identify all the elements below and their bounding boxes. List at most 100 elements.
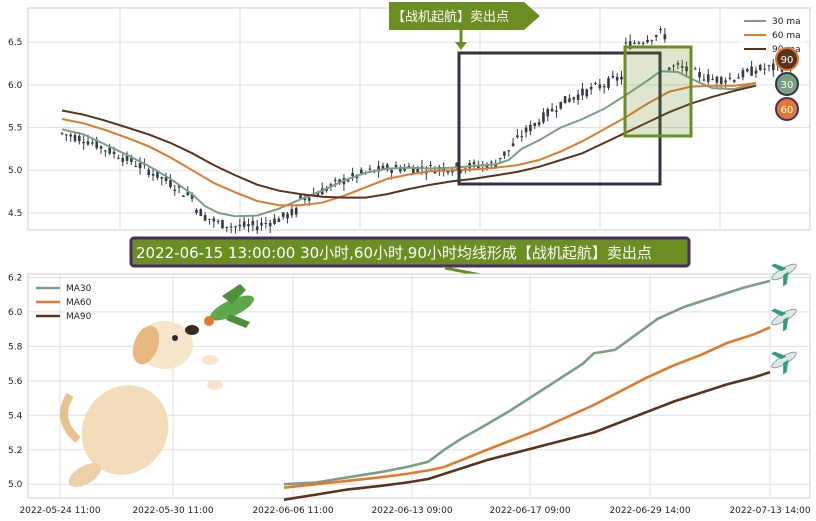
candle-body [381, 165, 385, 170]
candle-body [724, 80, 727, 83]
candle-body [542, 112, 545, 123]
candle-body [728, 77, 732, 79]
candle-body [117, 157, 120, 159]
candle-body [299, 195, 302, 199]
candle-body [86, 141, 90, 145]
candle-body [73, 134, 77, 141]
ma-legend-label-90: MA90 [66, 312, 92, 322]
candle-body [281, 212, 285, 217]
candle-body [533, 123, 537, 126]
candle-body [507, 150, 511, 152]
candle-body [286, 213, 289, 219]
candle-body [169, 180, 172, 187]
candle-body [659, 29, 662, 31]
candle-body [104, 150, 107, 152]
legend-label-60: 60 ma [772, 31, 801, 41]
ma-x-tick-label: 2022-06-17 09:00 [489, 506, 570, 516]
ma-y-tick-label: 5.4 [8, 411, 23, 421]
ma-line-MA60 [283, 326, 771, 489]
ma-badges: 90 30 60 [775, 47, 799, 121]
candle-body [758, 64, 762, 70]
candle-body [186, 191, 190, 195]
candle-body [394, 164, 398, 168]
candle-body [485, 164, 489, 169]
candle-body [377, 165, 380, 172]
candle-body [550, 108, 554, 112]
banner-text: 2022-06-15 13:00:00 30小时,60小时,90小时均线形成【战… [136, 244, 652, 262]
candle-body [624, 42, 628, 44]
candle-body [772, 63, 775, 71]
candle-body [416, 166, 419, 173]
candle-body [637, 42, 641, 44]
candle-body [555, 110, 558, 112]
candle-body [125, 154, 129, 161]
candle-body [745, 69, 749, 72]
candle-body [91, 142, 94, 144]
sell-tag-arrow-head [455, 42, 467, 50]
candle-body [568, 98, 571, 102]
candle-body [277, 218, 281, 222]
candle-body [195, 209, 198, 213]
ma-x-ticks: 2022-05-24 11:00 2022-05-30 11:00 2022-06-… [19, 506, 810, 516]
candle-body [698, 72, 701, 78]
ma-legend: MA30 MA60 MA90 [36, 284, 92, 322]
ma-legend-label-30: MA30 [66, 284, 92, 294]
candle-body [446, 170, 450, 173]
signal-banner: 2022-06-15 13:00:00 30小时,60小时,90小时均线形成【战… [129, 236, 691, 286]
candle-body [82, 141, 85, 144]
candle-body [529, 124, 532, 132]
airplane-icon [771, 263, 797, 287]
candle-body [307, 197, 311, 201]
candle-body [715, 76, 719, 83]
ma-line-30-ma [61, 70, 757, 218]
candle-body [69, 134, 72, 137]
candle-body [693, 68, 697, 70]
candle-body [190, 194, 194, 199]
candle-body [633, 42, 636, 44]
ma-lines [283, 279, 771, 501]
candle-body [60, 132, 64, 134]
candle-body [442, 167, 445, 172]
ma-x-tick-label: 2022-05-24 11:00 [19, 506, 100, 516]
candle-body [78, 135, 81, 142]
ma-x-tick-label: 2022-05-30 11:00 [132, 506, 213, 516]
candle-body [654, 35, 658, 37]
candle-body [607, 78, 610, 88]
candle-body [732, 80, 736, 82]
candle-body [763, 68, 766, 70]
candle-body [134, 165, 138, 167]
candle-body [685, 66, 688, 72]
legend-label-30: 30 ma [772, 17, 801, 27]
candle-body [225, 226, 229, 229]
candle-body [303, 197, 307, 201]
candle-body [264, 222, 268, 224]
ma-y-tick-label: 6.0 [8, 308, 23, 318]
ma-y-tick-label: 5.0 [8, 480, 23, 490]
candle-body [412, 167, 415, 173]
candle-body [576, 94, 580, 100]
candle-body [112, 151, 116, 154]
candle-body [594, 83, 597, 85]
candle-body [242, 221, 246, 227]
candle-body [663, 34, 667, 40]
candle-body [156, 170, 159, 178]
ma-line-60-ma [61, 82, 757, 207]
candle-body [385, 164, 389, 171]
candle-body [676, 63, 680, 65]
candle-body [520, 136, 524, 138]
candle-body [316, 193, 320, 196]
ma-y-tick-label: 6.2 [8, 273, 22, 283]
candle-body [628, 41, 632, 49]
badge-30-label: 30 [781, 80, 794, 91]
candle-body [429, 164, 432, 166]
badge-30 [775, 72, 799, 96]
signal-box-green [623, 45, 693, 138]
candle-body [234, 226, 237, 228]
airplane-icon [771, 308, 797, 332]
ma-plot-area [27, 273, 811, 499]
candle-body [537, 122, 541, 126]
candle-body [229, 226, 233, 228]
candle-body [273, 218, 276, 224]
candle-body [611, 75, 615, 78]
candle-body [294, 208, 298, 215]
